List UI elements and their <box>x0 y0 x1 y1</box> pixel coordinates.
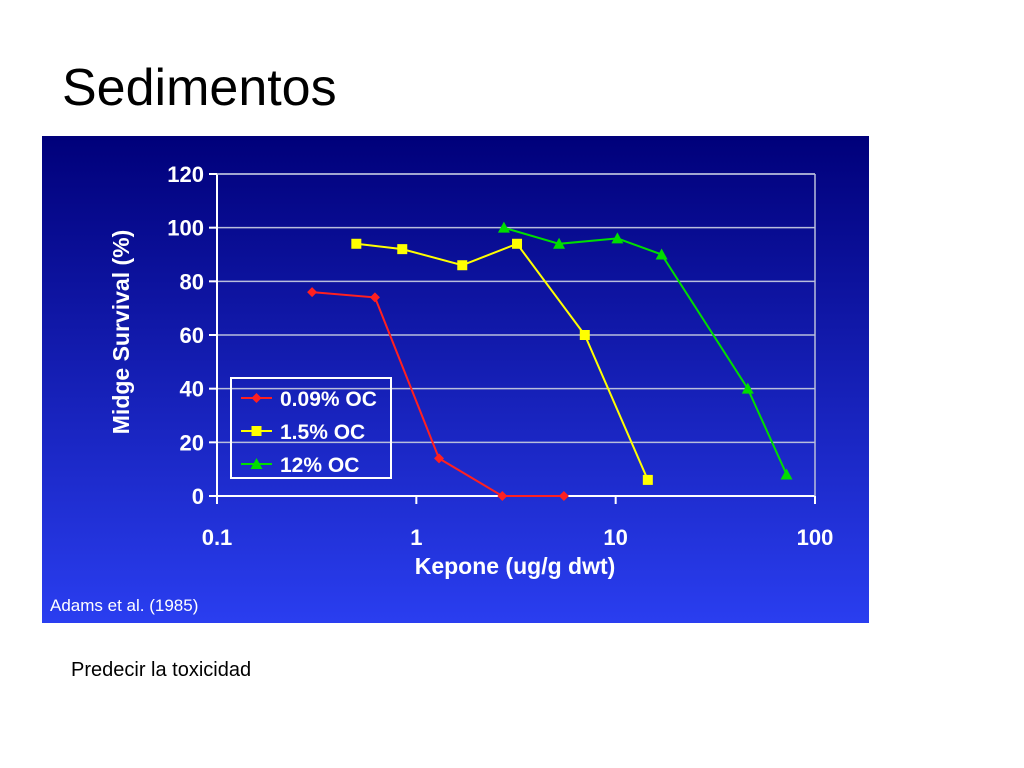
legend-label: 0.09% OC <box>280 388 377 411</box>
x-axis-label: Kepone (ug/g dwt) <box>415 553 616 579</box>
data-point <box>611 232 624 244</box>
data-point <box>434 453 445 464</box>
slide-caption: Predecir la toxicidad <box>71 659 252 681</box>
legend: 0.09% OC 1.5% OC 12% OC <box>230 377 392 479</box>
y-tick-label: 100 <box>167 216 204 241</box>
data-point <box>558 491 569 501</box>
data-point <box>741 382 754 394</box>
series-line <box>503 226 788 475</box>
slide-title: Sedimentos <box>62 59 337 117</box>
y-tick-label: 120 <box>167 162 204 187</box>
y-tick-label: 40 <box>180 377 204 402</box>
y-tick-label: 60 <box>180 323 204 348</box>
legend-label: 12% OC <box>280 454 359 477</box>
data-point <box>579 330 590 340</box>
data-point <box>780 468 793 480</box>
survival-chart: 0 20 40 60 80 100 120 0.1 1 10 100 Midge Survival … <box>42 136 869 623</box>
x-tick-label: 1 <box>410 525 422 550</box>
x-tick-label: 100 <box>797 525 834 550</box>
y-axis-label: Midge Survival (%) <box>108 230 134 434</box>
data-point <box>457 260 468 271</box>
legend-marker <box>251 393 262 403</box>
data-point <box>642 474 653 485</box>
x-tick-label: 10 <box>603 525 627 550</box>
source-note: Adams et al. (1985) <box>50 596 198 615</box>
data-point <box>307 287 318 298</box>
data-point <box>655 248 668 260</box>
series-1 <box>307 287 569 501</box>
y-tick-label: 20 <box>180 430 204 455</box>
series-layer <box>307 221 793 501</box>
axis-layer: 0 20 40 60 80 100 120 0.1 1 10 100 <box>167 162 833 550</box>
x-tick-label: 0.1 <box>202 525 233 550</box>
data-point <box>497 221 510 233</box>
chart-background <box>42 136 869 623</box>
y-tick-label: 80 <box>180 269 204 294</box>
data-point <box>553 237 566 249</box>
chart-panel: 0 20 40 60 80 100 120 0.1 1 10 100 Midge Survival … <box>42 136 869 623</box>
legend-marker <box>250 458 263 469</box>
series-2 <box>351 238 653 485</box>
data-point <box>369 292 380 303</box>
y-tick-label: 0 <box>192 484 204 509</box>
data-point <box>512 238 523 249</box>
data-point <box>351 238 362 249</box>
data-point <box>397 244 408 255</box>
legend-label: 1.5% OC <box>280 421 365 444</box>
legend-marker <box>251 426 262 436</box>
legend-box <box>230 377 392 479</box>
data-point <box>497 491 508 501</box>
series-3 <box>497 221 793 480</box>
series-line <box>356 242 649 481</box>
